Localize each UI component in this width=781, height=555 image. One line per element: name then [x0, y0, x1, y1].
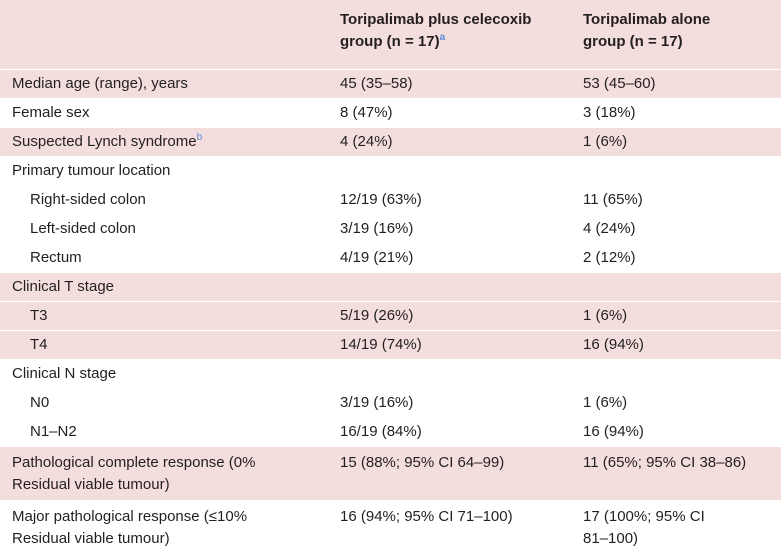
row-label: N0 — [30, 394, 50, 411]
row-value-alone: 17 (100%; 95% CI 81–100) — [577, 506, 781, 554]
row-value-alone — [577, 160, 781, 185]
header-alone-line1: Toripalimab alone — [583, 11, 711, 28]
row-value-alone: 11 (65%) — [583, 191, 643, 208]
row-label-line1: Pathological complete response (0% — [12, 454, 256, 471]
row-value-combo: 12/19 (63%) — [340, 191, 422, 208]
header-combo-line2: group (n = 17) — [340, 33, 440, 50]
row-label: T3 — [30, 307, 48, 324]
row-label: N1–N2 — [30, 423, 77, 440]
row-value-alone: 1 (6%) — [583, 394, 628, 411]
row-value-alone — [577, 363, 781, 388]
row-value-combo: 8 (47%) — [340, 104, 393, 121]
row-value-alone: 11 (65%; 95% CI 38–86) — [583, 454, 747, 471]
footnote-b: b — [196, 132, 203, 143]
header-alone-line2: group (n = 17) — [583, 33, 683, 50]
table-header-row: Toripalimab plus celecoxib group (n = 17… — [0, 0, 781, 69]
row-value-combo: 16/19 (84%) — [340, 423, 422, 440]
row-value-combo: 15 (88%; 95% CI 64–99) — [340, 454, 505, 471]
row-value-alone: 53 (45–60) — [583, 75, 656, 92]
row-label-line2: Residual viable tumour) — [12, 476, 170, 493]
row-value-alone: 2 (12%) — [583, 249, 636, 266]
table-row: Clinical N stage — [0, 359, 781, 388]
table-row: Major pathological response (≤10% Residu… — [0, 500, 781, 554]
row-value-combo: 4 (24%) — [340, 133, 393, 150]
row-label: Major pathological response (≤10% Residu… — [0, 506, 334, 554]
row-value-alone: 1 (6%) — [583, 133, 628, 150]
row-value-line1: 17 (100%; 95% CI — [583, 508, 705, 525]
header-col-alone: Toripalimab alone group (n = 17) — [577, 0, 781, 69]
table-row: T3 5/19 (26%) 1 (6%) — [0, 301, 781, 330]
section-label: Clinical N stage — [12, 365, 117, 382]
table-row: Female sex 8 (47%) 3 (18%) — [0, 98, 781, 127]
row-value-combo: 5/19 (26%) — [340, 307, 414, 324]
row-value-alone: 16 (94%) — [583, 336, 644, 353]
row-label: Left-sided colon — [30, 220, 136, 237]
table-row: Clinical T stage — [0, 272, 781, 301]
header-col-combo: Toripalimab plus celecoxib group (n = 17… — [334, 0, 577, 69]
row-label: Female sex — [12, 104, 90, 121]
row-label: Median age (range), years — [12, 75, 188, 92]
row-value-alone: 16 (94%) — [583, 423, 644, 440]
row-value-alone: 1 (6%) — [583, 307, 628, 324]
row-label: T4 — [30, 336, 48, 353]
table-row: Pathological complete response (0% Resid… — [0, 446, 781, 500]
table-row: Right-sided colon 12/19 (63%) 11 (65%) — [0, 185, 781, 214]
row-value-alone: 4 (24%) — [583, 220, 636, 237]
row-label: Right-sided colon — [30, 191, 146, 208]
footnote-a: a — [439, 32, 446, 43]
table-row: N0 3/19 (16%) 1 (6%) — [0, 388, 781, 417]
row-value-alone — [577, 276, 781, 301]
row-value-combo: 4/19 (21%) — [340, 249, 414, 266]
table-row: N1–N2 16/19 (84%) 16 (94%) — [0, 417, 781, 446]
section-label: Primary tumour location — [12, 162, 171, 179]
row-label-line2: Residual viable tumour) — [12, 530, 170, 547]
row-value-combo: 3/19 (16%) — [340, 220, 414, 237]
table-row: Left-sided colon 3/19 (16%) 4 (24%) — [0, 214, 781, 243]
row-value-line2: 81–100) — [583, 530, 639, 547]
table-row: Median age (range), years 45 (35–58) 53 … — [0, 69, 781, 98]
section-label: Clinical T stage — [12, 278, 114, 295]
table-row: Rectum 4/19 (21%) 2 (12%) — [0, 243, 781, 272]
row-value-combo: 45 (35–58) — [340, 75, 413, 92]
row-value-combo — [334, 160, 577, 185]
table-row: Suspected Lynch syndromeb 4 (24%) 1 (6%) — [0, 127, 781, 156]
row-value-alone: 3 (18%) — [583, 104, 636, 121]
row-value-combo: 3/19 (16%) — [340, 394, 414, 411]
row-value-combo: 14/19 (74%) — [340, 336, 422, 353]
table-row: Primary tumour location — [0, 156, 781, 185]
row-label-line1: Major pathological response (≤10% — [12, 508, 248, 525]
row-label: Rectum — [30, 249, 82, 266]
header-col-label — [0, 0, 334, 69]
row-label: Pathological complete response (0% Resid… — [0, 452, 334, 500]
row-label: Suspected Lynch syndromeb — [0, 131, 334, 156]
row-label-text: Suspected Lynch syndrome — [12, 133, 197, 150]
header-combo-line1: Toripalimab plus celecoxib — [340, 11, 532, 28]
row-value-combo: 16 (94%; 95% CI 71–100) — [340, 508, 513, 525]
row-value-combo — [334, 276, 577, 301]
table-row: T4 14/19 (74%) 16 (94%) — [0, 330, 781, 359]
row-value-combo — [334, 363, 577, 388]
